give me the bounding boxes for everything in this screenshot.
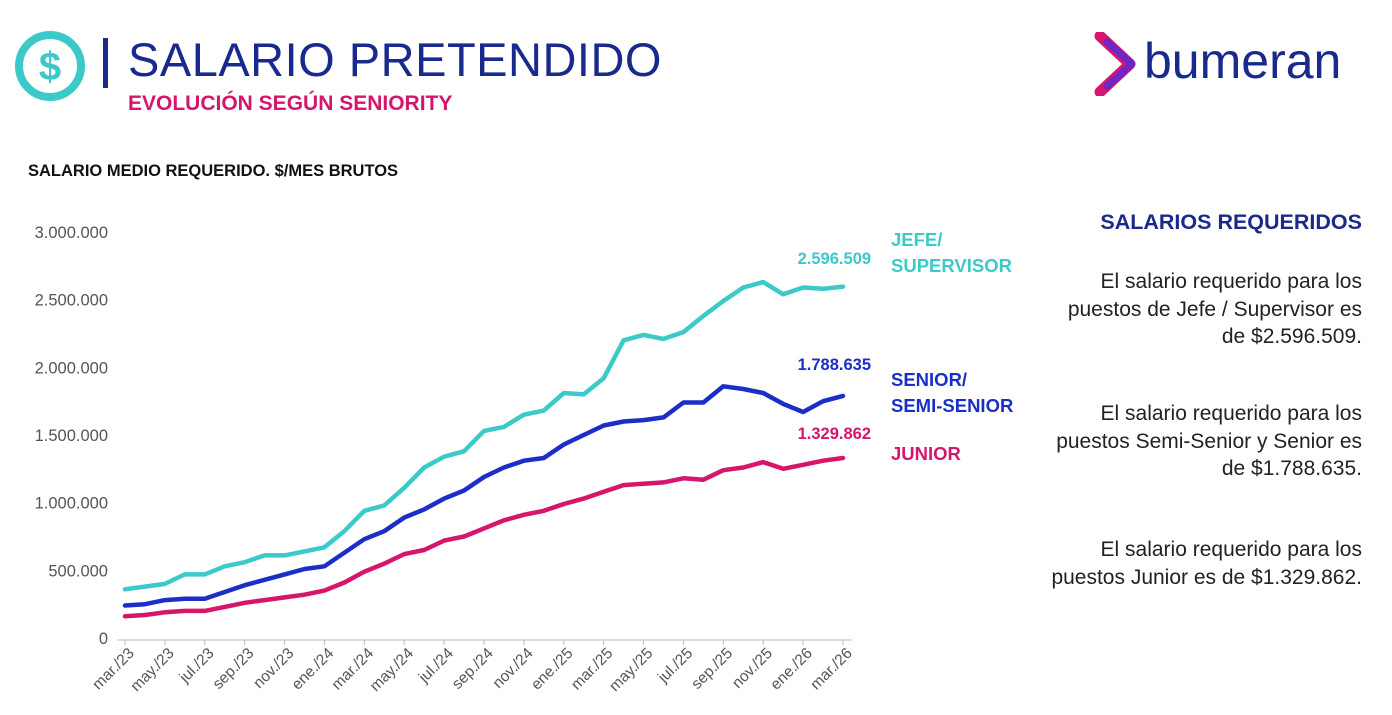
x-tick-label: nov./25: [729, 645, 776, 692]
series-line-senior-semi-senior: [122, 384, 846, 608]
x-tick-label: may./23: [128, 645, 178, 695]
side-paragraph-senior: El salario requerido para los puestos Se…: [1056, 402, 1362, 480]
series-lines: [122, 279, 846, 619]
y-tick-label: 2.000.000: [35, 359, 108, 377]
side-paragraph-jefe: El salario requerido para los puestos de…: [1067, 270, 1362, 348]
bumeran-arrow-icon: [1094, 32, 1136, 96]
page-subtitle: EVOLUCIÓN SEGÚN SENIORITY: [128, 92, 453, 115]
x-tick-label: may./24: [367, 645, 417, 695]
y-tick-label: 2.500.000: [35, 292, 108, 310]
series-name-label: SUPERVISOR: [891, 255, 1012, 276]
series-name-label: SEMI-SENIOR: [891, 395, 1013, 416]
title-divider: [103, 38, 108, 88]
x-tick-label: sep./24: [449, 645, 497, 693]
end-value-label-junior: 1.329.862: [798, 425, 871, 443]
x-tick-label: nov./23: [250, 645, 297, 692]
logo-text: bumeran: [1144, 33, 1342, 89]
end-value-label-jefe-supervisor: 2.596.509: [798, 250, 871, 268]
x-tick-label: ene./26: [767, 645, 816, 694]
x-tick-label: sep./25: [688, 645, 736, 693]
x-tick-label: mar./26: [807, 645, 856, 694]
y-axis: 0 500.000 1.000.000 1.500.000 2.000.000 2.500…: [35, 224, 108, 648]
y-tick-label: 1.500.000: [35, 427, 108, 445]
x-tick-label: may./25: [606, 645, 656, 695]
x-tick-label: ene./24: [289, 645, 338, 694]
page-title: SALARIO PRETENDIDO: [128, 33, 662, 86]
y-tick-label: 0: [99, 630, 108, 648]
series-line-jefe-supervisor: [122, 279, 846, 592]
y-tick-label: 1.000.000: [35, 495, 108, 513]
x-tick-label: sep./23: [210, 645, 258, 693]
series-line-junior: [122, 455, 846, 619]
x-tick-label: nov./24: [490, 645, 537, 692]
dollar-icon: $: [15, 31, 85, 101]
salary-line-chart: 0 500.000 1.000.000 1.500.000 2.000.000 2.500…: [35, 224, 1014, 695]
svg-text:$: $: [39, 45, 61, 89]
y-tick-label: 500.000: [48, 562, 108, 580]
series-name-label: JUNIOR: [891, 443, 961, 464]
y-tick-label: 3.000.000: [35, 224, 108, 242]
bumeran-logo: bumeran: [1094, 32, 1374, 98]
end-value-label-senior-semi-senior: 1.788.635: [798, 356, 871, 374]
series-labels: 2.596.509 JEFE/SUPERVISOR 1.788.635 SENIOR/…: [798, 229, 1014, 464]
side-panel-heading: SALARIOS REQUERIDOS: [1100, 210, 1362, 234]
side-paragraph-junior: El salario requerido para los puestos Ju…: [1051, 538, 1362, 589]
x-tick-label: ene./25: [528, 645, 577, 694]
series-name-label: JEFE/: [891, 229, 942, 250]
series-name-label: SENIOR/: [891, 369, 967, 390]
x-axis: mar./23may./23jul./23sep./23nov./23ene./…: [89, 639, 856, 695]
chart-title: SALARIO MEDIO REQUERIDO. $/MES BRUTOS: [28, 162, 399, 180]
